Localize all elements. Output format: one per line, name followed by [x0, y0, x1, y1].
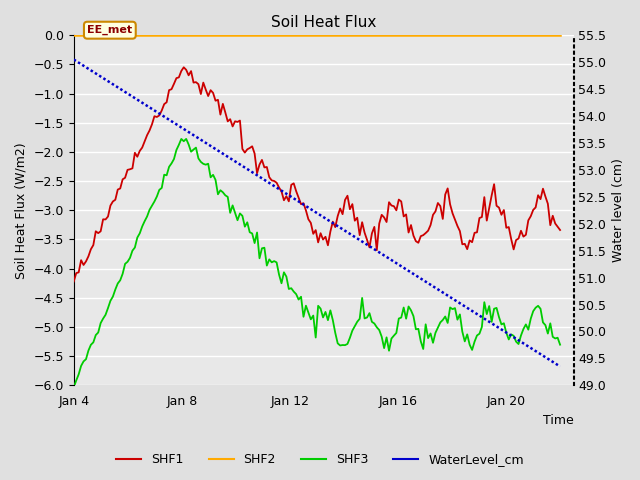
X-axis label: Time: Time [543, 414, 573, 427]
WaterLevel_cm [556, 363, 564, 369]
SHF1 [161, 101, 168, 107]
SHF3 [517, 333, 525, 338]
SHF2 [200, 33, 207, 38]
SHF2 [532, 33, 540, 38]
SHF3 [182, 136, 190, 142]
SHF2 [515, 33, 522, 38]
SHF3 [70, 384, 77, 390]
Y-axis label: Soil Heat Flux (W/m2): Soil Heat Flux (W/m2) [15, 142, 28, 279]
SHF3 [202, 162, 209, 168]
WaterLevel_cm [161, 114, 168, 120]
Y-axis label: Water level (cm): Water level (cm) [612, 158, 625, 262]
WaterLevel_cm [532, 348, 540, 354]
SHF1 [534, 192, 542, 198]
SHF2 [90, 33, 97, 38]
WaterLevel_cm [99, 75, 107, 81]
WaterLevel_cm [200, 138, 207, 144]
SHF3 [99, 316, 107, 322]
WaterLevel_cm [515, 337, 522, 343]
WaterLevel_cm [70, 57, 77, 62]
SHF1 [90, 242, 97, 248]
SHF1 [99, 216, 107, 222]
SHF2 [161, 33, 168, 38]
SHF1 [180, 64, 188, 70]
SHF1 [556, 227, 564, 233]
SHF2 [70, 33, 77, 38]
SHF3 [534, 303, 542, 309]
Line: SHF3: SHF3 [74, 139, 560, 387]
WaterLevel_cm [90, 69, 97, 75]
SHF1 [517, 228, 525, 234]
SHF3 [90, 339, 97, 345]
SHF1 [70, 278, 77, 284]
SHF3 [556, 342, 564, 348]
SHF2 [99, 33, 107, 38]
SHF3 [161, 172, 168, 178]
SHF2 [556, 33, 564, 38]
Text: EE_met: EE_met [87, 25, 132, 36]
Line: WaterLevel_cm: WaterLevel_cm [74, 60, 560, 366]
SHF1 [202, 87, 209, 93]
Line: SHF1: SHF1 [74, 67, 560, 281]
Legend: SHF1, SHF2, SHF3, WaterLevel_cm: SHF1, SHF2, SHF3, WaterLevel_cm [111, 448, 529, 471]
Title: Soil Heat Flux: Soil Heat Flux [271, 15, 376, 30]
